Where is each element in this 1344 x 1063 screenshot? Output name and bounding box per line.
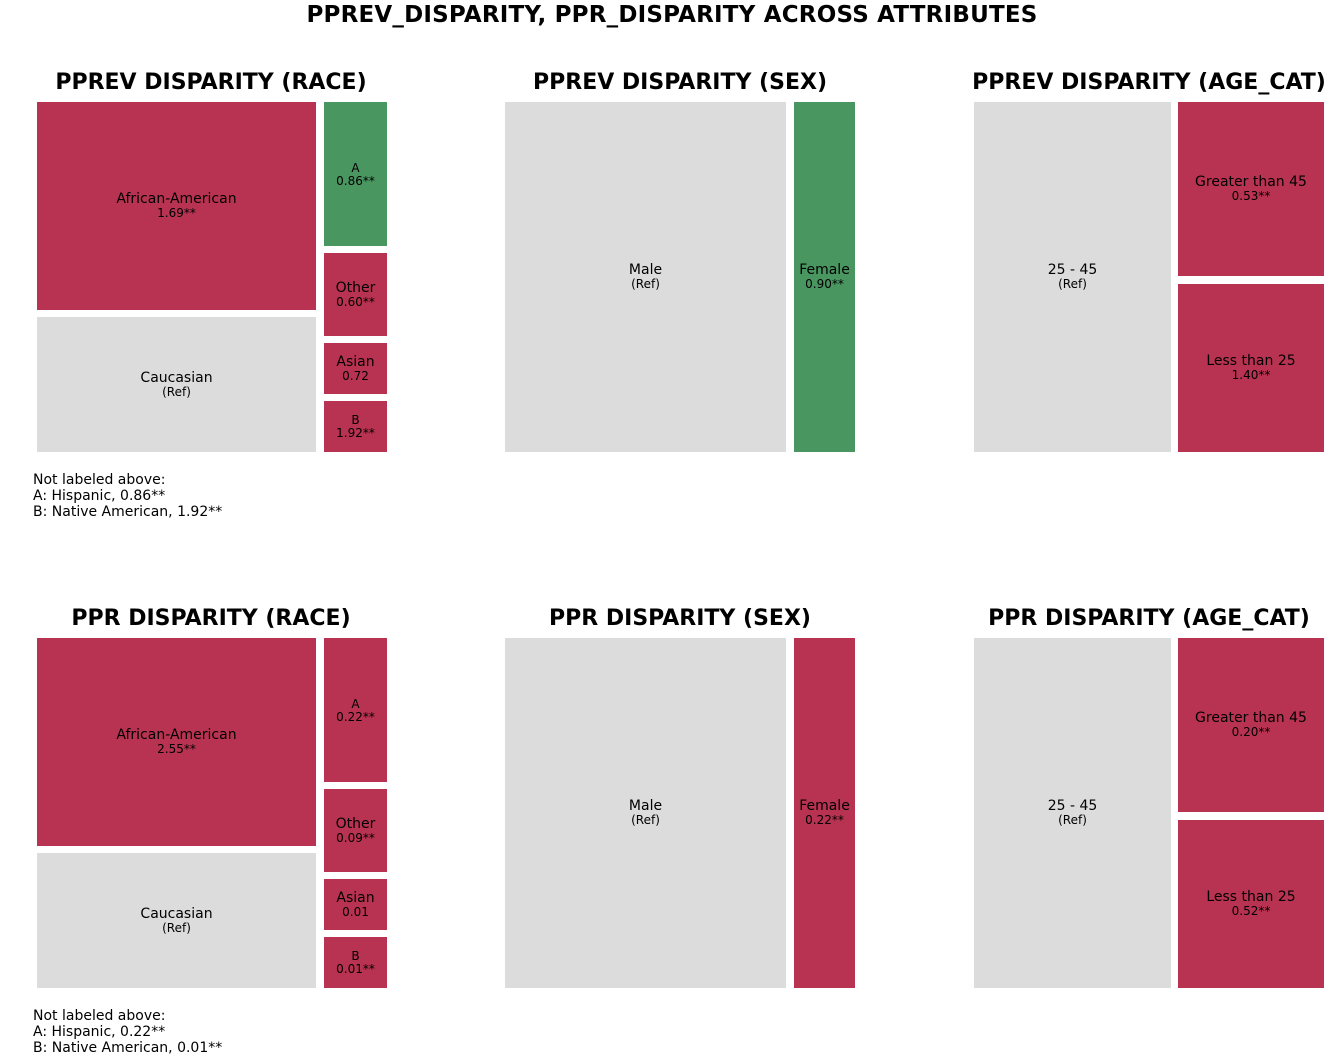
tile-label: Less than 25 (1206, 353, 1296, 369)
treemap-tile: 25 - 45 (Ref) (974, 102, 1171, 452)
treemap-tile: Asian 0.72 (324, 343, 387, 394)
tile-label: Greater than 45 (1195, 174, 1307, 190)
tile-value: 0.01 (342, 904, 369, 919)
panel-title: PPR DISPARITY (RACE) (71, 606, 351, 631)
treemap-tile: Less than 25 0.52** (1178, 820, 1324, 988)
tile-label: African-American (116, 727, 237, 743)
tile-label: Female (799, 798, 850, 814)
tile-label: Asian (336, 353, 375, 370)
tile-label: Caucasian (140, 905, 213, 922)
tile-label: Caucasian (140, 369, 213, 386)
treemap-tile: Female 0.22** (794, 638, 855, 988)
tile-label: A (351, 160, 360, 175)
panel-title: PPR DISPARITY (SEX) (549, 606, 811, 631)
treemap-tile: Less than 25 1.40** (1178, 284, 1324, 452)
tile-value: 1.92** (336, 426, 375, 440)
treemap-tile: Greater than 45 0.20** (1178, 638, 1324, 812)
footnote: Not labeled above: A: Hispanic, 0.22** B: … (33, 1008, 222, 1056)
treemap-tile: Male (Ref) (505, 102, 786, 452)
tile-value: 2.55** (157, 742, 196, 756)
treemap-tile: Female 0.90** (794, 102, 855, 452)
treemap-tile: Asian 0.01 (324, 879, 387, 930)
tile-label: African-American (116, 191, 237, 207)
footnote: Not labeled above: A: Hispanic, 0.86** B: … (33, 472, 222, 520)
tile-label: Greater than 45 (1195, 710, 1307, 726)
treemap-tile: African-American 2.55** (37, 638, 316, 846)
tile-value: 0.60** (336, 294, 375, 309)
figure-title: PPREV_DISPARITY, PPR_DISPARITY ACROSS AT… (306, 2, 1038, 28)
panel-title: PPR DISPARITY (AGE_CAT) (988, 606, 1310, 631)
tile-value: 0.72 (342, 368, 369, 383)
tile-value: 0.22** (336, 709, 375, 724)
treemap-tile: Caucasian (Ref) (37, 853, 316, 988)
tile-label: Other (335, 815, 376, 832)
footnote-line: B: Native American, 0.01** (33, 1040, 223, 1056)
tile-label: Male (628, 798, 663, 814)
tile-value: (Ref) (162, 384, 191, 399)
panel-title: PPREV DISPARITY (SEX) (533, 70, 827, 95)
tile-label: 25 - 45 (1047, 798, 1098, 814)
tile-value: (Ref) (162, 920, 191, 935)
tile-value: 0.52** (1231, 904, 1271, 918)
treemap-tile: Greater than 45 0.53** (1178, 102, 1324, 276)
tile-label: A (351, 696, 360, 711)
footnote-line: Not labeled above: (33, 1008, 166, 1024)
treemap-tile: A 0.22** (324, 638, 387, 782)
tile-label: Male (628, 262, 663, 278)
tile-value: (Ref) (631, 277, 660, 291)
tile-label: Asian (336, 889, 375, 906)
tile-label: Less than 25 (1206, 889, 1296, 905)
tile-value: 1.40** (1231, 368, 1271, 382)
tile-value: 0.22** (805, 813, 844, 827)
tile-value: 0.53** (1231, 189, 1271, 203)
tile-label: Other (335, 279, 376, 296)
tile-label: Female (799, 262, 850, 278)
tile-value: (Ref) (1058, 813, 1087, 827)
tile-value: 0.09** (336, 830, 375, 845)
footnote-line: A: Hispanic, 0.22** (33, 1024, 166, 1040)
footnote-line: Not labeled above: (33, 472, 166, 488)
footnote-line: A: Hispanic, 0.86** (33, 488, 166, 504)
treemap-tile: Other 0.09** (324, 789, 387, 872)
panel-title: PPREV DISPARITY (AGE_CAT) (972, 70, 1326, 95)
tile-label: B (351, 949, 360, 963)
tile-label: B (351, 413, 360, 427)
tile-value: 0.01** (336, 962, 375, 976)
treemap-tile: A 0.86** (324, 102, 387, 246)
treemap-tile: Other 0.60** (324, 253, 387, 336)
treemap-tile: B 0.01** (324, 937, 387, 988)
tile-value: 1.69** (157, 206, 196, 220)
treemap-tile: 25 - 45 (Ref) (974, 638, 1171, 988)
treemap-tile: African-American 1.69** (37, 102, 316, 310)
tile-value: 0.90** (805, 277, 844, 291)
tile-value: 0.20** (1231, 725, 1271, 739)
tile-value: (Ref) (1058, 277, 1087, 291)
treemap-tile: B 1.92** (324, 401, 387, 452)
tile-value: (Ref) (631, 813, 660, 827)
treemap-tile: Caucasian (Ref) (37, 317, 316, 452)
treemap-tile: Male (Ref) (505, 638, 786, 988)
footnote-line: B: Native American, 1.92** (33, 504, 223, 520)
tile-value: 0.86** (336, 173, 375, 188)
tile-label: 25 - 45 (1047, 262, 1098, 278)
panel-title: PPREV DISPARITY (RACE) (55, 70, 367, 95)
